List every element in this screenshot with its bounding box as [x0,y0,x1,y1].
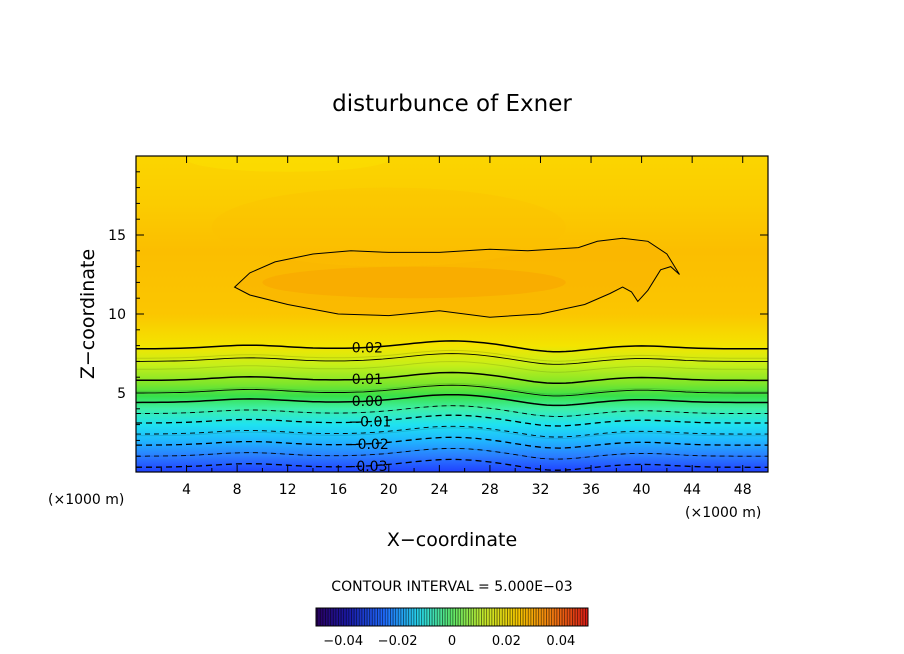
band-edge [136,427,768,440]
x-tick-label: 16 [329,482,347,498]
x-tick-label: 32 [532,482,550,498]
x-unit-label-left: (×1000 m) [48,492,124,508]
contour-labels: 0.02 0.01 0.00 −0.01 −0.02 −0.03 [345,340,392,475]
y-tick-label: 10 [108,307,126,323]
y-tick-label: 5 [117,386,126,402]
contour-line [136,458,768,471]
contour-line [136,414,768,427]
x-tick-label: 48 [734,482,752,498]
x-tick-label: 4 [182,482,191,498]
x-tick-label: 24 [430,482,448,498]
x-tick-label: 20 [380,482,398,498]
band-edge [136,349,768,362]
colorbar-tick-label: 0.02 [492,634,521,649]
x-tick-label: 36 [582,482,600,498]
contour-line-minor [136,384,768,397]
x-tick-label: 8 [233,482,242,498]
x-axis-title: X−coordinate [387,529,517,551]
y-tick-label: 15 [108,228,126,244]
x-axis: 4 8 12 16 20 24 28 32 36 40 44 48 [160,156,752,498]
upper-shade [211,187,566,267]
contour-line [136,436,768,449]
x-tick-label: 40 [633,482,651,498]
colorbar-tick-label: −0.04 [323,634,363,649]
contour-line [136,371,768,385]
chart-title: disturbunce of Exner [332,91,572,117]
colorbar-frame [315,607,589,627]
y-axis-title: Z−coordinate [77,249,99,379]
colorbar-tick-label: −0.02 [378,634,418,649]
contour-label: 0.01 [352,372,383,388]
contour-line-minor [136,405,768,417]
contour-line-minor [136,353,768,365]
max-core [262,266,566,299]
band-edge [136,360,768,373]
contour-line [136,393,768,407]
contour-label: −0.03 [345,459,388,475]
colorbar-hatching [316,608,588,626]
plot-area [136,156,768,472]
colorbar-tick-label: 0 [448,634,456,649]
max-region-contour [233,237,680,318]
contour-label: −0.01 [348,415,391,431]
contour-line-minor [136,425,768,438]
x-unit-label-right: (×1000 m) [685,505,761,521]
contour-interval-label: CONTOUR INTERVAL = 5.000E−03 [331,579,572,595]
contour-lines [136,237,768,471]
field-shades [136,156,768,460]
x-tick-label: 28 [481,482,499,498]
colorbar: −0.04 −0.02 0 0.02 0.04 [315,607,589,649]
x-tick-label: 44 [683,482,701,498]
x-tick-label: 12 [279,482,297,498]
contour-label: 0.02 [352,340,383,356]
y-axis: 5 10 15 [108,171,768,457]
colorbar-tick-labels: −0.04 −0.02 0 0.02 0.04 [323,634,575,649]
contour-label: 0.00 [352,394,383,410]
contour-label: −0.02 [346,437,389,453]
colorbar-tick-label: 0.04 [546,634,575,649]
contour-line [136,340,768,353]
contour-line-minor [136,447,768,460]
band-edge [136,383,768,395]
